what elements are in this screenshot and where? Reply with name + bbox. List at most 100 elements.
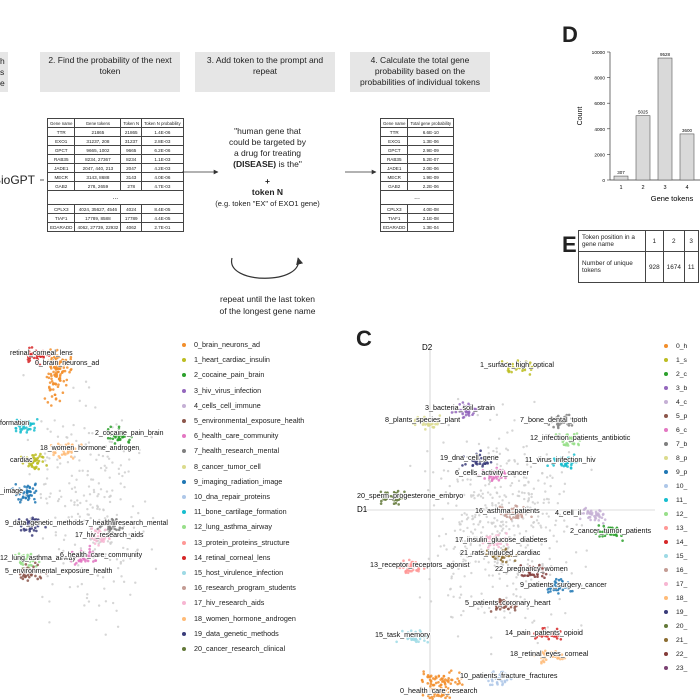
- point: [570, 463, 573, 467]
- point: [395, 491, 399, 495]
- point: [62, 549, 65, 553]
- point: [563, 482, 567, 486]
- cluster-label: 15_task_memory: [375, 630, 431, 639]
- point: [473, 536, 476, 539]
- point: [96, 522, 99, 525]
- point: [128, 533, 131, 536]
- prompt-end: is the": [278, 159, 302, 169]
- point: [401, 629, 404, 633]
- point: [519, 595, 522, 599]
- point: [543, 655, 547, 659]
- point: [493, 517, 496, 520]
- point: [445, 548, 448, 551]
- point: [69, 499, 73, 502]
- point: [120, 575, 123, 578]
- cell: 4062, 27739, 22932: [74, 222, 122, 232]
- point: [48, 495, 51, 499]
- point: [93, 548, 97, 551]
- point: [534, 637, 537, 640]
- point: [502, 523, 505, 526]
- point: [84, 443, 87, 446]
- cluster-label: 7_health_research_mental: [85, 520, 168, 527]
- point: [578, 517, 582, 521]
- point: [570, 417, 573, 420]
- point: [508, 511, 511, 515]
- point: [487, 478, 491, 482]
- point: [415, 633, 419, 636]
- point: [53, 419, 56, 422]
- point: [19, 556, 23, 559]
- point: [589, 512, 592, 516]
- cluster-label: 9_patients_surgery_cancer: [520, 580, 607, 589]
- cluster-label: 6_cells_activity_cancer: [455, 468, 530, 477]
- point: [501, 563, 505, 566]
- point: [599, 509, 602, 513]
- row: EDARADD 4062, 27739, 22932 4062 2.7E-01: [46, 222, 184, 232]
- legend-label: 11_: [676, 497, 687, 504]
- point: [572, 458, 576, 462]
- point: [122, 546, 125, 550]
- point: [91, 432, 94, 435]
- point: [121, 526, 124, 530]
- point: [586, 509, 590, 513]
- point: [382, 494, 386, 498]
- point: [33, 483, 37, 487]
- point: [456, 677, 459, 680]
- point: [595, 513, 599, 517]
- point: [53, 393, 57, 397]
- point: [495, 450, 498, 454]
- point: [132, 526, 136, 529]
- point: [448, 671, 451, 674]
- point: [505, 678, 509, 682]
- point: [532, 520, 536, 524]
- point: [498, 577, 501, 580]
- point: [79, 560, 83, 563]
- point: [476, 407, 479, 411]
- legend-swatch: [664, 484, 668, 489]
- point: [547, 423, 551, 426]
- point: [560, 582, 564, 585]
- point: [101, 576, 105, 579]
- point: [469, 543, 472, 547]
- point: [475, 474, 479, 478]
- point: [590, 468, 593, 472]
- point: [522, 602, 526, 606]
- point: [504, 560, 508, 564]
- legend-label: 18_women_hormone_androgen: [194, 613, 296, 623]
- point: [452, 572, 455, 575]
- point: [98, 518, 101, 522]
- point: [106, 515, 109, 518]
- value-label: 307: [617, 170, 625, 175]
- point: [113, 442, 117, 445]
- point: [489, 457, 492, 461]
- legend-swatch: [664, 428, 668, 433]
- point: [417, 640, 420, 644]
- point: [532, 525, 535, 529]
- point: [86, 469, 90, 473]
- point: [528, 570, 531, 574]
- point: [106, 430, 110, 434]
- point: [461, 464, 464, 467]
- point: [49, 348, 52, 351]
- prompt-line: could be targeted by: [228, 137, 307, 147]
- point: [484, 472, 487, 476]
- point: [534, 364, 537, 368]
- point: [548, 458, 552, 462]
- point: [477, 442, 481, 446]
- cluster-label: 12_infection_patients_antibiotic: [530, 433, 631, 442]
- point: [49, 430, 52, 433]
- cell: 2.7E-01: [141, 222, 184, 232]
- point: [552, 588, 556, 592]
- legend-label: 10_: [676, 483, 688, 490]
- point: [86, 507, 89, 511]
- point: [86, 513, 89, 516]
- point: [455, 504, 458, 507]
- point: [25, 558, 28, 561]
- point: [26, 353, 29, 356]
- cluster-label: 14_pain_patients_opioid: [505, 628, 583, 637]
- point: [535, 519, 539, 522]
- point: [489, 418, 492, 422]
- arrows: [40, 169, 377, 279]
- point: [461, 479, 464, 482]
- y-tick-label: 6000: [594, 101, 605, 107]
